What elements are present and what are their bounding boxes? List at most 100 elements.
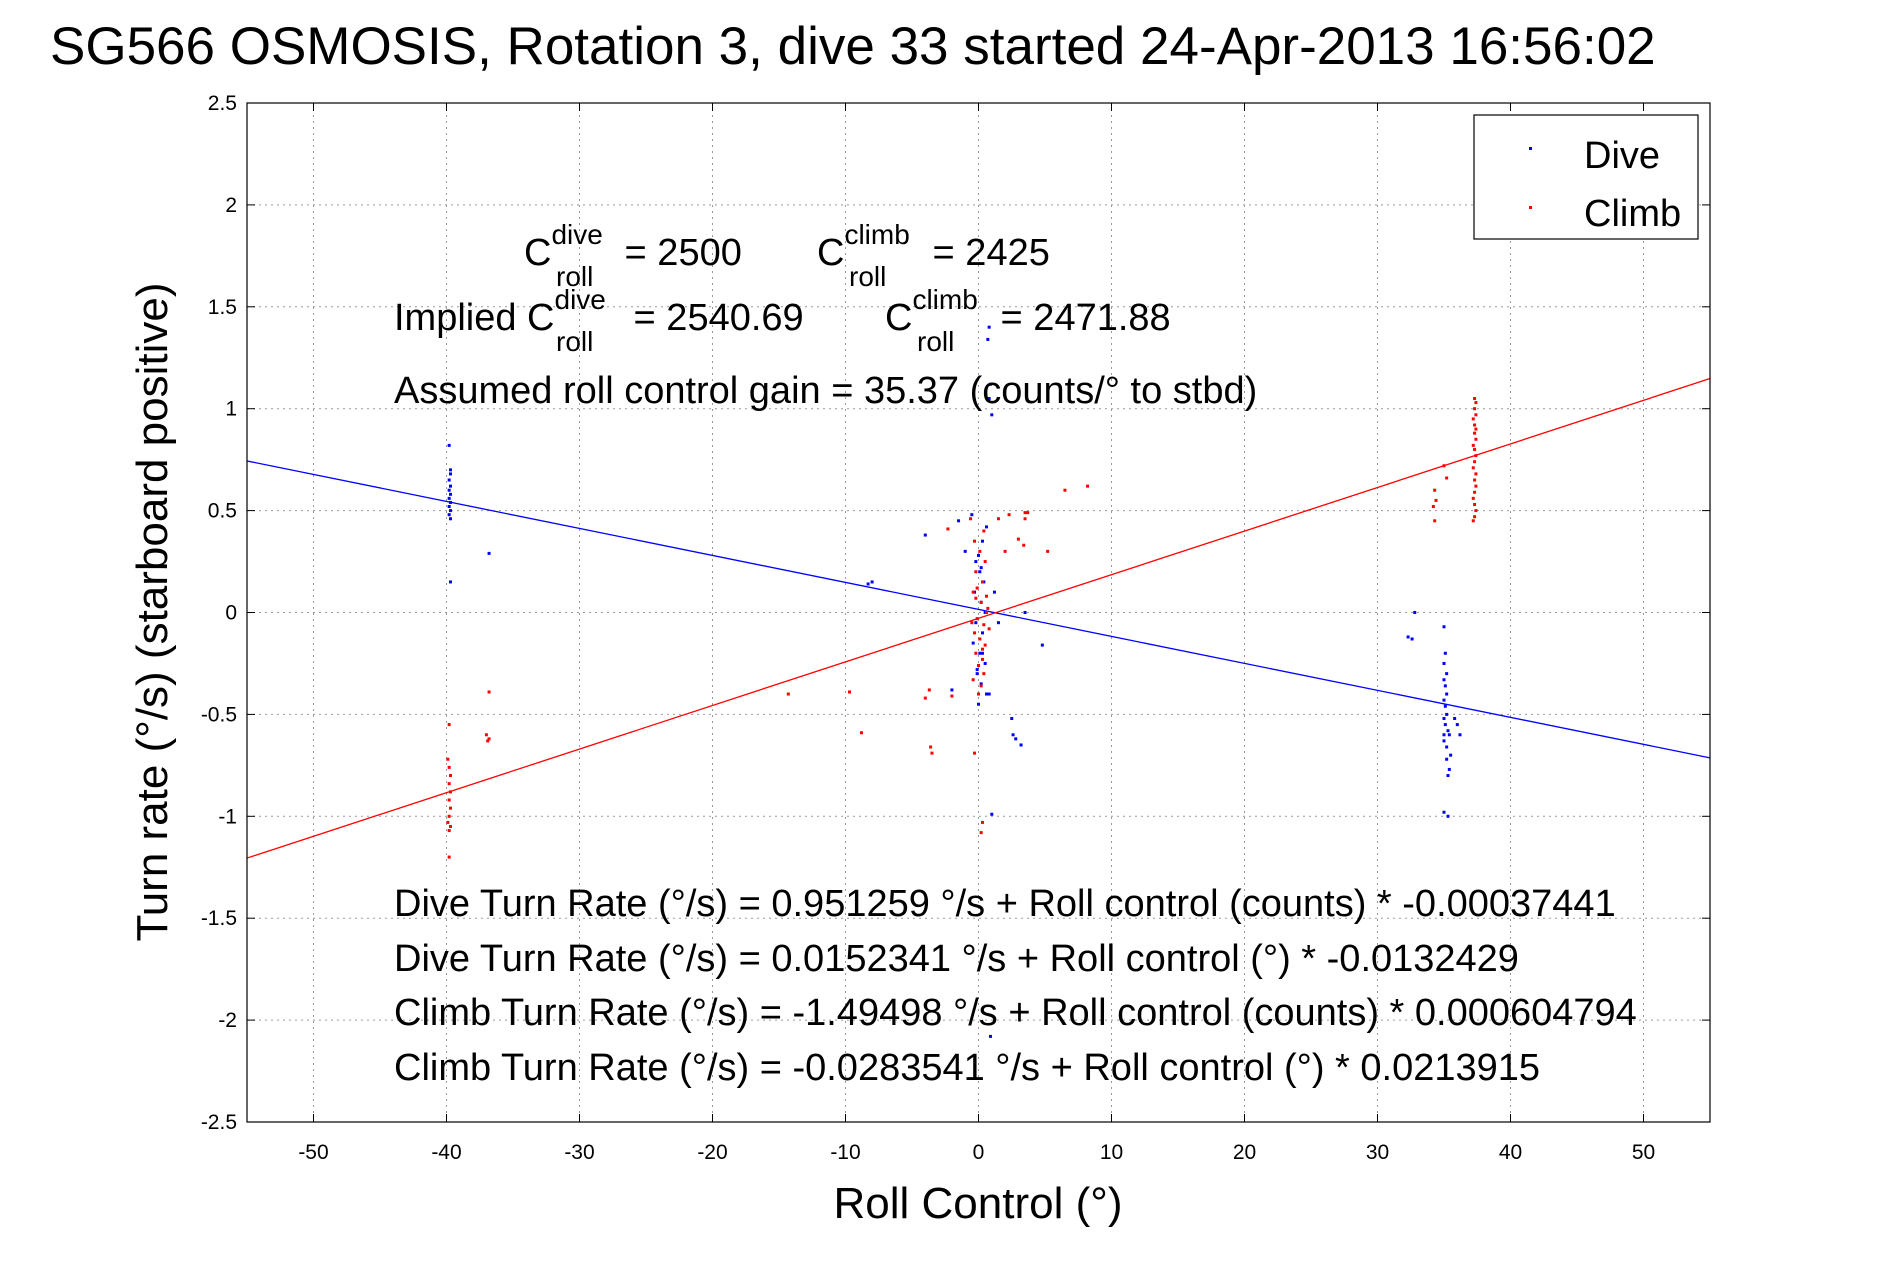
dive-point [1442, 739, 1446, 743]
climb-point [1473, 460, 1477, 464]
data-points [446, 325, 1478, 1038]
dive-point [1449, 753, 1453, 757]
plot-frame [246, 102, 1711, 1123]
dive-point [987, 325, 991, 329]
climb-point [447, 829, 451, 833]
dive-point [1019, 743, 1023, 747]
dive-point [1040, 643, 1044, 647]
climb-point [982, 672, 986, 676]
equation-climb-degrees: Climb Turn Rate (°/s) = -0.0283541 °/s +… [394, 1047, 1540, 1089]
climb-point [979, 684, 983, 688]
dive-point [990, 812, 994, 816]
dive-point [984, 692, 988, 696]
x-tick-label: -30 [564, 1141, 594, 1164]
dive-point [1442, 625, 1446, 629]
legend-dive-label: Dive [1584, 135, 1660, 177]
y-tick-label: -1 [218, 805, 237, 828]
climb-point [929, 745, 933, 749]
climb-point [447, 798, 451, 802]
climb-point [1445, 476, 1449, 480]
dive-point [1443, 704, 1447, 708]
c-roll-climb: Cclimb roll = 2425 [817, 219, 1050, 292]
dive-point [1445, 757, 1449, 761]
x-tick-label: 0 [973, 1141, 985, 1164]
y-tick-label: -0.5 [201, 703, 237, 726]
climb-point [1473, 423, 1477, 427]
dive-point [977, 702, 980, 706]
dive-point [447, 505, 451, 509]
climb-point [1471, 443, 1475, 447]
dive-point [978, 570, 982, 574]
x-tick-label: -10 [830, 1141, 860, 1164]
climb-point [1016, 537, 1020, 541]
dive-point [980, 631, 984, 635]
climb-point [973, 539, 977, 543]
dive-point [1446, 774, 1450, 778]
dive-point [971, 641, 975, 645]
climb-point [1434, 498, 1438, 502]
climb-point [975, 586, 979, 590]
dive-point [1447, 767, 1451, 771]
dive-point [1010, 716, 1014, 720]
climb-point [448, 774, 452, 778]
implied-c-roll-dive: Implied Cdive roll = 2540.69 [394, 284, 804, 357]
climb-point [974, 570, 978, 574]
dive-point [1455, 723, 1459, 727]
dive-point [1442, 810, 1446, 814]
implied-c-roll-climb: Cclimb roll = 2471.88 [885, 284, 1171, 357]
climb-point [1471, 466, 1475, 470]
climb-point [930, 751, 934, 755]
dive-point [1023, 611, 1027, 614]
climb-point [448, 824, 452, 828]
dive-point [987, 692, 991, 696]
dive-point [980, 539, 984, 543]
climb-point [923, 696, 927, 700]
climb-point [1023, 517, 1027, 521]
x-axis-label: Roll Control (°) [834, 1179, 1123, 1228]
climb-point [1471, 417, 1475, 421]
climb-point [977, 663, 980, 667]
dive-point [1410, 637, 1414, 641]
equation-dive-counts: Dive Turn Rate (°/s) = 0.951259 °/s + Ro… [394, 883, 1616, 925]
climb-point [486, 739, 490, 743]
climb-point [1474, 427, 1478, 431]
climb-point [978, 637, 982, 641]
climb-point [847, 690, 851, 694]
climb-point [1474, 484, 1478, 488]
dive-point [970, 513, 974, 517]
climb-point [984, 611, 988, 614]
dive-point [1445, 712, 1449, 716]
dive-point [974, 560, 978, 564]
climb-point [446, 820, 450, 824]
y-tick-label: -2.5 [201, 1111, 237, 1134]
dive-point [996, 621, 1000, 625]
y-tick-label: 0 [225, 602, 237, 625]
climb-point [983, 560, 987, 564]
dive-point [1014, 737, 1018, 741]
climb-point [974, 596, 978, 600]
x-tick-label: 30 [1366, 1141, 1389, 1164]
dive-point [1453, 716, 1457, 720]
equation-dive-degrees: Dive Turn Rate (°/s) = 0.0152341 °/s + R… [394, 938, 1519, 980]
dive-point [988, 1034, 992, 1038]
y-tick-label: -1.5 [201, 907, 237, 930]
dive-point [870, 580, 874, 584]
climb-point [971, 590, 975, 594]
climb-point [1003, 549, 1007, 553]
climb-point [946, 527, 950, 531]
dive-point [1442, 716, 1446, 720]
legend-dive-marker [1529, 147, 1532, 150]
dive-point [447, 443, 451, 447]
climb-point [950, 694, 954, 698]
dive-point [974, 621, 978, 625]
climb-point [1473, 502, 1477, 506]
roll-control-gain: Assumed roll control gain = 35.37 (count… [394, 370, 1257, 412]
dive-point [992, 590, 996, 594]
dive-point [448, 484, 452, 488]
climb-point [487, 690, 491, 694]
climb-point [970, 621, 974, 625]
dive-point [975, 672, 979, 676]
climb-point [1442, 464, 1446, 468]
climb-point [1473, 407, 1477, 411]
